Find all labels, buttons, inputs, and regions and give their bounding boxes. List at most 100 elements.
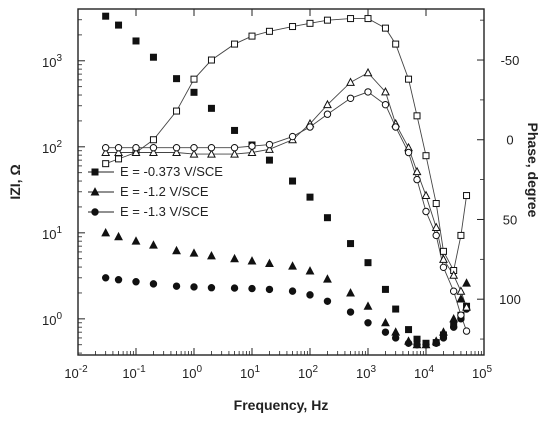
- data-point: [462, 327, 471, 335]
- data-point: [432, 339, 440, 347]
- data-point: [207, 56, 215, 64]
- data-point: [189, 149, 199, 158]
- data-point: [364, 88, 372, 96]
- data-point: [132, 144, 140, 152]
- data-point: [265, 27, 273, 35]
- data-point: [115, 155, 123, 163]
- data-point: [149, 53, 157, 61]
- data-point: [439, 263, 448, 272]
- data-point: [190, 75, 198, 83]
- data-point: [288, 287, 297, 295]
- x-tick-label: 10-2: [64, 364, 88, 381]
- data-point: [248, 142, 256, 150]
- data-point: [413, 341, 421, 349]
- legend-marker: [90, 187, 100, 196]
- data-point: [131, 147, 141, 157]
- data-point: [381, 100, 390, 109]
- data-point: [323, 110, 332, 118]
- data-point: [149, 240, 158, 249]
- data-point: [405, 326, 413, 334]
- data-point: [149, 136, 157, 144]
- data-point: [422, 341, 430, 349]
- data-point: [173, 75, 181, 83]
- data-point: [101, 144, 110, 152]
- data-point: [364, 319, 372, 327]
- data-point: [462, 278, 471, 287]
- x-tick-label: 104: [414, 364, 434, 381]
- data-point: [449, 287, 458, 295]
- data-point: [207, 149, 216, 158]
- data-point: [306, 291, 314, 299]
- data-point: [231, 126, 239, 134]
- data-point: [449, 270, 459, 279]
- data-point: [173, 107, 181, 115]
- data-point: [114, 276, 123, 284]
- data-point: [265, 156, 273, 164]
- x-tick-label: 100: [182, 364, 202, 381]
- data-point: [207, 104, 215, 112]
- data-point: [149, 280, 158, 288]
- x-tick-label: 101: [240, 364, 260, 381]
- data-point: [149, 147, 158, 157]
- data-point: [462, 302, 471, 311]
- data-point: [289, 177, 297, 185]
- data-point: [230, 253, 239, 263]
- data-point: [381, 317, 390, 327]
- y-axis-right-title: Phase, degree: [525, 123, 541, 218]
- y-left-tick-label: 100: [42, 311, 62, 328]
- data-point: [457, 231, 465, 239]
- data-point: [456, 286, 466, 295]
- y-right-tick-label: 50: [503, 212, 517, 227]
- data-point: [391, 327, 401, 336]
- legend-marker: [91, 168, 99, 176]
- data-point: [391, 123, 400, 131]
- axis-ticks: [77, 8, 485, 355]
- data-point: [101, 227, 111, 237]
- data-point: [247, 147, 257, 157]
- data-point: [431, 222, 441, 231]
- data-point: [412, 166, 422, 176]
- data-point: [149, 144, 158, 152]
- data-point: [381, 328, 390, 336]
- data-point: [439, 247, 447, 255]
- data-point: [323, 99, 332, 109]
- x-tick-label: 103: [356, 364, 376, 381]
- data-point: [404, 339, 413, 347]
- data-point: [114, 231, 123, 241]
- data-point: [323, 297, 332, 305]
- data-point: [456, 294, 466, 303]
- legend-marker: [91, 208, 99, 216]
- data-point: [265, 285, 274, 294]
- data-point: [463, 192, 471, 200]
- data-point: [288, 261, 297, 270]
- data-point: [306, 19, 314, 27]
- data-point: [230, 149, 239, 158]
- tick-labels: 10-2 10-1 100 101 102 103 104 105 100 101 102 103 -5…: [42, 53, 521, 381]
- data-point: [363, 301, 373, 310]
- data-point: [457, 311, 465, 319]
- data-point: [101, 274, 110, 282]
- data-point: [114, 147, 123, 157]
- y-left-tick-label: 101: [42, 225, 62, 242]
- data-point: [102, 12, 110, 20]
- data-point: [190, 144, 198, 152]
- data-point: [172, 147, 181, 157]
- data-point: [248, 32, 256, 40]
- data-point: [405, 75, 413, 83]
- data-point: [346, 94, 355, 102]
- data-point: [115, 21, 123, 29]
- data-point: [323, 274, 332, 283]
- legend: E = -0.373 V/SCE E = -1.2 V/SCE E = -1.3 V…: [88, 164, 223, 219]
- legend-label: E = -1.3 V/SCE: [120, 204, 209, 219]
- data-point: [132, 278, 140, 286]
- data-point: [381, 285, 389, 293]
- data-point: [131, 236, 141, 245]
- data-point: [346, 77, 355, 86]
- data-point: [132, 37, 140, 45]
- data-point: [323, 214, 331, 222]
- data-point: [323, 16, 331, 24]
- y-right-tick-label: -50: [501, 53, 520, 68]
- data-point: [230, 144, 239, 152]
- data-point: [364, 15, 372, 23]
